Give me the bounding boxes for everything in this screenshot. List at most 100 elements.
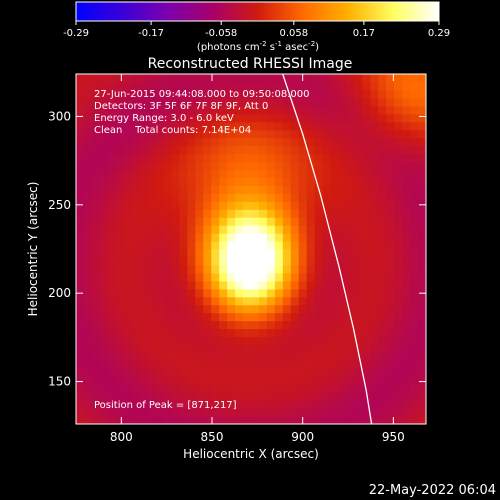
heatmap-cell <box>251 97 260 107</box>
heatmap-cell <box>266 272 276 282</box>
heatmap-cell <box>298 161 308 171</box>
heatmap-cell <box>195 336 204 346</box>
heatmap-cell <box>338 416 348 424</box>
heatmap-cell <box>306 344 316 353</box>
heatmap-cell <box>418 376 426 385</box>
heatmap-cell <box>266 137 276 147</box>
heatmap-cell <box>314 408 324 417</box>
heatmap-cell <box>147 153 157 163</box>
heatmap-cell <box>187 105 196 115</box>
heatmap-cell <box>410 193 419 202</box>
heatmap-cell <box>163 400 173 409</box>
heatmap-cell <box>211 312 220 322</box>
heatmap-cell <box>266 264 276 274</box>
heatmap-cell <box>179 368 188 377</box>
heatmap-cell <box>410 408 419 417</box>
heatmap-cell <box>402 296 411 306</box>
heatmap-cell <box>91 280 101 290</box>
heatmap-cell <box>187 256 196 266</box>
heatmap-cell <box>179 241 188 250</box>
heatmap-cell <box>227 312 236 322</box>
heatmap-cell <box>314 233 324 242</box>
heatmap-cell <box>298 352 308 361</box>
heatmap-cell <box>298 312 308 322</box>
heatmap-cell <box>258 296 268 306</box>
heatmap-cell <box>258 352 268 361</box>
heatmap-cell <box>219 129 228 139</box>
heatmap-cell <box>314 368 324 377</box>
heatmap-cell <box>370 249 379 258</box>
heatmap-cell <box>290 201 300 210</box>
heatmap-cell <box>274 74 284 83</box>
heatmap-cell <box>235 105 244 115</box>
heatmap-cell <box>266 113 276 123</box>
heatmap-cell <box>386 185 395 194</box>
heatmap-cell <box>179 392 188 401</box>
heatmap-cell <box>410 113 419 123</box>
heatmap-cell <box>163 233 173 242</box>
heatmap-cell <box>179 121 188 131</box>
heatmap-cell <box>179 264 188 274</box>
heatmap-cell <box>139 296 149 306</box>
heatmap-cell <box>282 376 292 385</box>
heatmap-cell <box>195 225 204 234</box>
heatmap-cell <box>338 121 348 131</box>
heatmap-cell <box>131 376 141 385</box>
heatmap-cell <box>314 113 324 123</box>
heatmap-cell <box>131 272 141 282</box>
heatmap-cell <box>171 336 180 346</box>
heatmap-cell <box>386 264 395 274</box>
heatmap-cell <box>394 185 403 194</box>
heatmap-cell <box>378 344 387 353</box>
heatmap-cell <box>115 256 125 266</box>
heatmap-cell <box>147 105 157 115</box>
heatmap-cell <box>76 145 85 155</box>
heatmap-cell <box>83 360 93 369</box>
heatmap-cell <box>139 249 149 258</box>
heatmap-cell <box>338 177 348 186</box>
heatmap-cell <box>187 264 196 274</box>
heatmap-cell <box>219 105 228 115</box>
heatmap-cell <box>410 121 419 131</box>
heatmap-cell <box>171 217 180 226</box>
heatmap-cell <box>131 225 141 234</box>
heatmap-cell <box>163 296 173 306</box>
heatmap-cell <box>155 264 165 274</box>
heatmap-cell <box>322 169 332 178</box>
heatmap-cell <box>211 81 220 91</box>
heatmap-cell <box>195 105 204 115</box>
heatmap-cell <box>155 225 165 234</box>
heatmap-cell <box>227 225 236 234</box>
heatmap-cell <box>378 360 387 369</box>
heatmap-cell <box>83 249 93 258</box>
heatmap-cell <box>290 185 300 194</box>
heatmap-cell <box>203 336 212 346</box>
heatmap-cell <box>243 177 252 186</box>
heatmap-cell <box>179 336 188 346</box>
heatmap-cell <box>258 336 268 346</box>
heatmap-cell <box>410 241 419 250</box>
heatmap-cell <box>163 304 173 314</box>
heatmap-cell <box>155 241 165 250</box>
heatmap-cell <box>266 81 276 91</box>
heatmap-cell <box>258 161 268 171</box>
heatmap-cell <box>274 161 284 171</box>
heatmap-cell <box>243 233 252 242</box>
heatmap-cell <box>235 217 244 226</box>
heatmap-cell <box>163 113 173 123</box>
heatmap-cell <box>187 249 196 258</box>
heatmap-cell <box>274 288 284 298</box>
heatmap-cell <box>171 288 180 298</box>
heatmap-cell <box>338 392 348 401</box>
heatmap-cell <box>370 280 379 290</box>
heatmap-cell <box>243 400 252 409</box>
heatmap-cell <box>83 288 93 298</box>
heatmap-cell <box>290 177 300 186</box>
heatmap-cell <box>322 249 332 258</box>
heatmap-cell <box>402 280 411 290</box>
heatmap-cell <box>243 193 252 202</box>
heatmap-cell <box>258 169 268 178</box>
heatmap-cell <box>139 304 149 314</box>
heatmap-cell <box>155 416 165 424</box>
heatmap-cell <box>115 296 125 306</box>
